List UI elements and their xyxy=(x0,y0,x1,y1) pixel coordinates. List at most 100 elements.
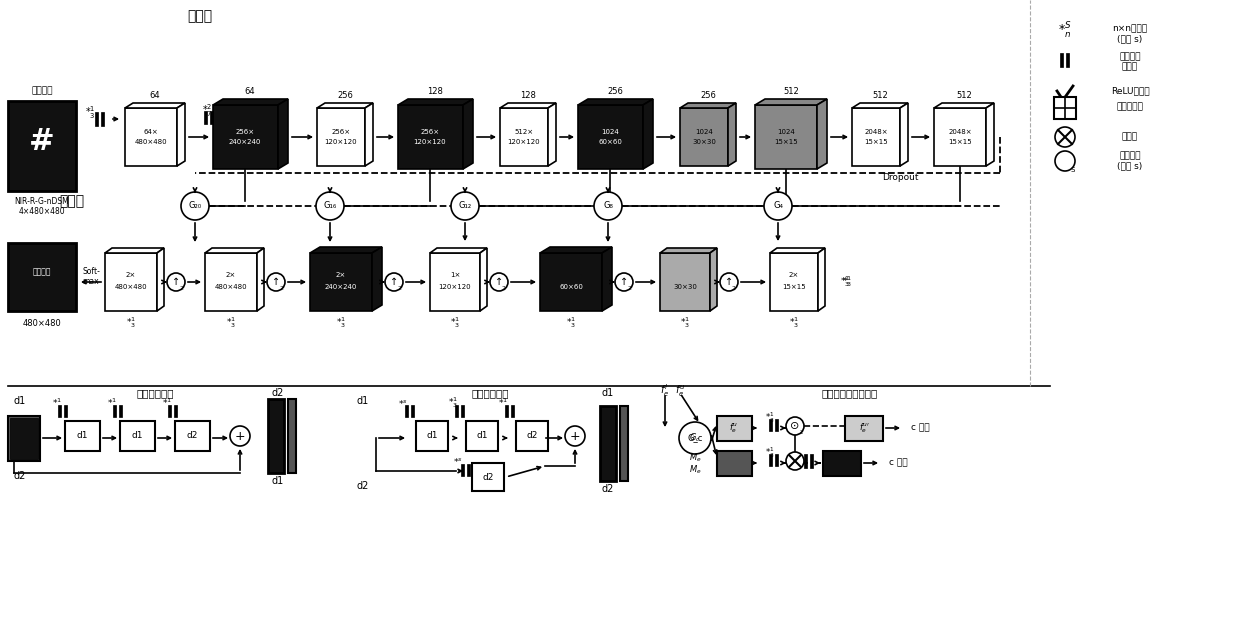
Text: 投影快速连接: 投影快速连接 xyxy=(471,388,509,398)
Text: $*^1$: $*^1$ xyxy=(52,399,62,407)
Polygon shape xyxy=(852,103,908,108)
Text: 256: 256 xyxy=(700,91,716,99)
Text: ↑: ↑ xyxy=(494,277,503,287)
Polygon shape xyxy=(317,103,373,108)
Bar xyxy=(1066,53,1069,67)
Bar xyxy=(209,111,213,124)
Text: ↑: ↑ xyxy=(620,277,628,287)
Text: $*^1_3$: $*^1_3$ xyxy=(766,410,774,425)
Text: 2×: 2× xyxy=(126,272,136,278)
Bar xyxy=(405,405,408,417)
Polygon shape xyxy=(986,103,994,166)
Bar xyxy=(430,253,479,311)
Bar xyxy=(755,105,817,169)
Polygon shape xyxy=(125,103,185,108)
Text: 输入数据: 输入数据 xyxy=(31,86,53,96)
Text: $*^1$: $*^1$ xyxy=(107,399,116,407)
Text: 解码器: 解码器 xyxy=(59,194,84,208)
Text: 预测结果: 预测结果 xyxy=(32,268,51,276)
Polygon shape xyxy=(479,248,487,311)
Polygon shape xyxy=(755,99,826,105)
Text: Soft-: Soft- xyxy=(82,268,100,276)
Text: d1: d1 xyxy=(476,432,488,440)
Polygon shape xyxy=(501,103,556,108)
Text: 2: 2 xyxy=(627,286,631,291)
Text: Dropout: Dropout xyxy=(882,173,918,183)
Circle shape xyxy=(1054,127,1075,147)
Text: $*^1_3$: $*^1_3$ xyxy=(84,104,95,121)
Bar xyxy=(472,463,504,491)
Circle shape xyxy=(593,192,622,220)
Text: 批归一化: 批归一化 xyxy=(1119,53,1141,61)
Text: 512×: 512× xyxy=(514,129,534,135)
Polygon shape xyxy=(430,248,487,253)
Text: $*^1_3$: $*^1_3$ xyxy=(449,396,458,410)
Text: 2: 2 xyxy=(396,286,401,291)
Bar xyxy=(717,451,752,476)
Text: 256: 256 xyxy=(607,86,623,96)
Polygon shape xyxy=(366,103,373,166)
Text: 15×15: 15×15 xyxy=(864,139,888,145)
Polygon shape xyxy=(817,99,826,169)
Text: 门控制特征标记单元: 门控制特征标记单元 xyxy=(821,388,878,398)
Text: d2: d2 xyxy=(602,484,615,494)
Circle shape xyxy=(615,273,633,291)
Text: G₁₂: G₁₂ xyxy=(458,201,472,211)
Text: $*^1_3$: $*^1_3$ xyxy=(566,315,576,330)
Bar xyxy=(204,111,207,124)
Circle shape xyxy=(1054,151,1075,171)
Text: $*^s$: $*^s$ xyxy=(398,399,408,407)
Text: 2: 2 xyxy=(732,286,736,291)
Bar xyxy=(113,405,116,417)
Text: $G_c$: $G_c$ xyxy=(689,432,701,444)
Bar xyxy=(398,105,463,169)
Bar xyxy=(95,112,98,126)
Bar xyxy=(64,421,100,451)
Text: G₈: G₈ xyxy=(603,201,613,211)
Text: ↑: ↑ xyxy=(390,277,398,287)
Text: $*^1_3$: $*^1_3$ xyxy=(789,315,799,330)
Text: 2: 2 xyxy=(799,430,803,435)
Bar xyxy=(501,108,548,166)
Circle shape xyxy=(565,426,585,446)
Text: c 波段: c 波段 xyxy=(888,458,907,468)
Text: 240×240: 240×240 xyxy=(325,284,357,290)
Text: d1: d1 xyxy=(77,432,88,440)
Text: $*^1_3$: $*^1_3$ xyxy=(336,315,346,330)
Bar xyxy=(1054,97,1075,119)
Bar xyxy=(173,405,177,417)
Text: 60×60: 60×60 xyxy=(559,284,582,290)
Bar xyxy=(515,421,548,451)
Circle shape xyxy=(786,452,804,470)
Bar xyxy=(467,464,470,476)
Polygon shape xyxy=(818,248,825,311)
Polygon shape xyxy=(256,248,264,311)
Text: 上采样层: 上采样层 xyxy=(1119,152,1141,160)
Polygon shape xyxy=(680,103,736,108)
Bar xyxy=(58,405,61,417)
Text: S: S xyxy=(1070,167,1075,173)
Polygon shape xyxy=(548,103,556,166)
Circle shape xyxy=(786,417,804,435)
Text: max: max xyxy=(83,278,99,286)
Text: ↑: ↑ xyxy=(172,277,180,287)
Bar xyxy=(466,421,498,451)
Bar xyxy=(540,253,602,311)
Bar xyxy=(852,108,900,166)
Text: d1: d1 xyxy=(357,396,369,406)
Text: 15×15: 15×15 xyxy=(948,139,971,145)
Text: 64: 64 xyxy=(150,91,160,99)
Text: $*^1_3$: $*^1_3$ xyxy=(680,315,690,330)
Bar xyxy=(119,405,121,417)
Bar xyxy=(64,405,67,417)
Circle shape xyxy=(679,422,711,454)
Polygon shape xyxy=(729,103,736,166)
Bar xyxy=(7,243,76,311)
Bar xyxy=(10,418,38,459)
Text: 128: 128 xyxy=(427,86,442,96)
Text: 2048×: 2048× xyxy=(948,129,971,135)
Text: d1: d1 xyxy=(14,396,26,406)
Text: d2: d2 xyxy=(527,432,538,440)
Bar xyxy=(169,405,171,417)
Text: 512: 512 xyxy=(957,91,971,99)
